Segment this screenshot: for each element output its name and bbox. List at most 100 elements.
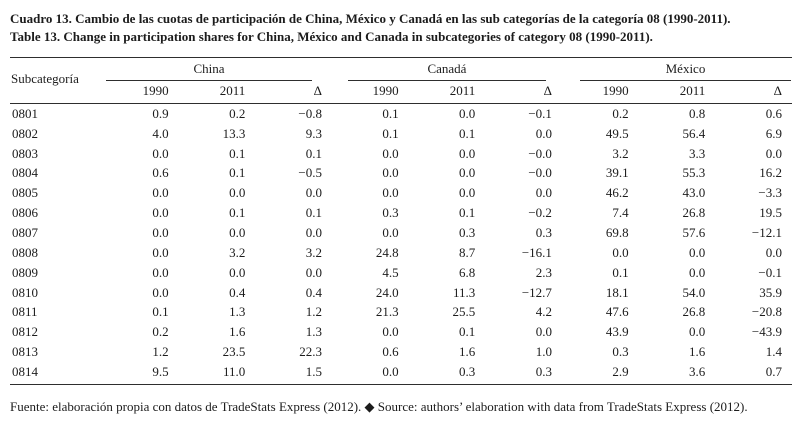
table-head: Subcategoría China Canadá México 1990 20… xyxy=(10,57,792,104)
value-cell: 0.0 xyxy=(765,145,782,161)
value-cell: 0.0 xyxy=(765,244,782,260)
value-cell: 1.2 xyxy=(152,344,169,360)
value-cell: 0.2 xyxy=(152,324,169,340)
value-cell: 2.9 xyxy=(561,362,639,385)
value-cell: 0.2 xyxy=(229,105,246,121)
table-title-en: Table 13. Change in participation shares… xyxy=(10,28,653,44)
value-cell: −12.7 xyxy=(521,284,552,300)
value-cell: 35.9 xyxy=(759,284,782,300)
value-cell: 13.3 xyxy=(222,125,246,141)
value-cell: 0.0 xyxy=(689,244,706,260)
group-mexico: México xyxy=(562,57,792,81)
value-cell: 6.9 xyxy=(765,125,782,141)
row-code: 0810 xyxy=(12,284,38,300)
table-row: 0802 4.0 13.3 9.3 0.1 0.1 0.0 49.5 56.4 6.9 xyxy=(10,124,792,144)
value-cell: −0.8 xyxy=(298,105,322,121)
table-row: 0812 0.2 1.6 1.3 0.0 0.1 0.0 43.9 0.0 −43.9 xyxy=(10,322,792,342)
value-cell: 0.2 xyxy=(612,105,629,121)
value-cell: 0.0 xyxy=(689,324,706,340)
group-canada: Canadá xyxy=(332,57,562,81)
value-cell: 0.1 xyxy=(459,205,476,221)
value-cell: 0.3 xyxy=(382,205,399,221)
table-row: 0804 0.6 0.1 −0.5 0.0 0.0 −0.0 39.1 55.3 16.2 xyxy=(10,163,792,183)
col-header-mexico-delta: Δ xyxy=(715,80,792,104)
col-header-china-delta: Δ xyxy=(255,80,332,104)
row-header-label: Subcategoría xyxy=(10,57,102,104)
value-cell: −43.9 xyxy=(751,324,782,340)
table-body: 0801 0.9 0.2 −0.8 0.1 0.0 −0.1 0.2 0.8 0.6 0802 4.0… xyxy=(10,103,792,385)
col-header-china-2011: 2011 xyxy=(178,80,256,104)
value-cell: 54.0 xyxy=(682,284,706,300)
value-cell: −0.5 xyxy=(298,165,322,181)
group-china-label: China xyxy=(106,61,312,81)
row-code: 0804 xyxy=(12,165,38,181)
value-cell: 16.2 xyxy=(759,165,782,181)
value-cell: 0.0 xyxy=(535,125,552,141)
row-code: 0806 xyxy=(12,205,38,221)
table-row: 0809 0.0 0.0 0.0 4.5 6.8 2.3 0.1 0.0 −0.1 xyxy=(10,263,792,283)
value-cell: 0.1 xyxy=(229,165,246,181)
value-cell: 0.1 xyxy=(382,125,399,141)
value-cell: 1.6 xyxy=(459,344,476,360)
table-row: 0805 0.0 0.0 0.0 0.0 0.0 0.0 46.2 43.0 −3.3 xyxy=(10,183,792,203)
col-header-canada-delta: Δ xyxy=(485,80,562,104)
value-cell: 0.0 xyxy=(459,145,476,161)
value-cell: 0.0 xyxy=(229,264,246,280)
value-cell: 0.0 xyxy=(152,264,169,280)
value-cell: 43.9 xyxy=(605,324,629,340)
value-cell: 1.6 xyxy=(229,324,246,340)
value-cell: 0.1 xyxy=(229,205,246,221)
value-cell: 0.4 xyxy=(305,284,322,300)
value-cell: 0.0 xyxy=(152,284,169,300)
table-title: Cuadro 13. Cambio de las cuotas de parti… xyxy=(10,10,792,46)
value-cell: 9.3 xyxy=(305,125,322,141)
value-cell: 49.5 xyxy=(605,125,629,141)
value-cell: 1.6 xyxy=(689,344,706,360)
table-row: 0801 0.9 0.2 −0.8 0.1 0.0 −0.1 0.2 0.8 0.6 xyxy=(10,103,792,123)
col-header-canada-1990: 1990 xyxy=(331,80,409,104)
value-cell: −3.3 xyxy=(758,185,782,201)
value-cell: 0.0 xyxy=(382,324,399,340)
value-cell: 0.0 xyxy=(535,324,552,340)
value-cell: 3.2 xyxy=(612,145,629,161)
row-code: 0814 xyxy=(10,362,102,385)
col-header-canada-2011: 2011 xyxy=(408,80,486,104)
table-row: 0810 0.0 0.4 0.4 24.0 11.3 −12.7 18.1 54.0 35.9 xyxy=(10,283,792,303)
value-cell: 0.0 xyxy=(229,185,246,201)
value-cell: 0.0 xyxy=(152,225,169,241)
group-china: China xyxy=(102,57,332,81)
value-cell: 0.1 xyxy=(459,324,476,340)
table-row: 0806 0.0 0.1 0.1 0.3 0.1 −0.2 7.4 26.8 19.5 xyxy=(10,203,792,223)
value-cell: −0.1 xyxy=(528,105,552,121)
value-cell: 1.0 xyxy=(535,344,552,360)
value-cell: 0.8 xyxy=(689,105,706,121)
value-cell: 0.0 xyxy=(305,264,322,280)
value-cell: 0.0 xyxy=(535,185,552,201)
value-cell: 0.0 xyxy=(305,225,322,241)
value-cell: 0.1 xyxy=(152,304,169,320)
value-cell: 39.1 xyxy=(605,165,629,181)
value-cell: 3.2 xyxy=(229,244,246,260)
value-cell: 2.3 xyxy=(535,264,552,280)
value-cell: 24.0 xyxy=(375,284,399,300)
value-cell: 0.0 xyxy=(382,145,399,161)
value-cell: −0.0 xyxy=(528,165,552,181)
value-cell: 0.1 xyxy=(459,125,476,141)
value-cell: 4.5 xyxy=(382,264,399,280)
value-cell: 3.3 xyxy=(689,145,706,161)
value-cell: 0.1 xyxy=(305,145,322,161)
group-mexico-label: México xyxy=(579,61,791,81)
value-cell: 0.0 xyxy=(459,165,476,181)
table-row: 0811 0.1 1.3 1.2 21.3 25.5 4.2 47.6 26.8 −20.8 xyxy=(10,302,792,322)
value-cell: 0.6 xyxy=(765,105,782,121)
value-cell: 46.2 xyxy=(605,185,629,201)
value-cell: 1.4 xyxy=(765,344,782,360)
value-cell: 3.6 xyxy=(638,362,716,385)
table-row: 0808 0.0 3.2 3.2 24.8 8.7 −16.1 0.0 0.0 0.0 xyxy=(10,243,792,263)
value-cell: 43.0 xyxy=(682,185,706,201)
value-cell: 0.1 xyxy=(229,145,246,161)
col-header-china-1990: 1990 xyxy=(102,80,179,104)
value-cell: 47.6 xyxy=(605,304,629,320)
value-cell: 0.6 xyxy=(152,165,169,181)
value-cell: 9.5 xyxy=(102,362,179,385)
